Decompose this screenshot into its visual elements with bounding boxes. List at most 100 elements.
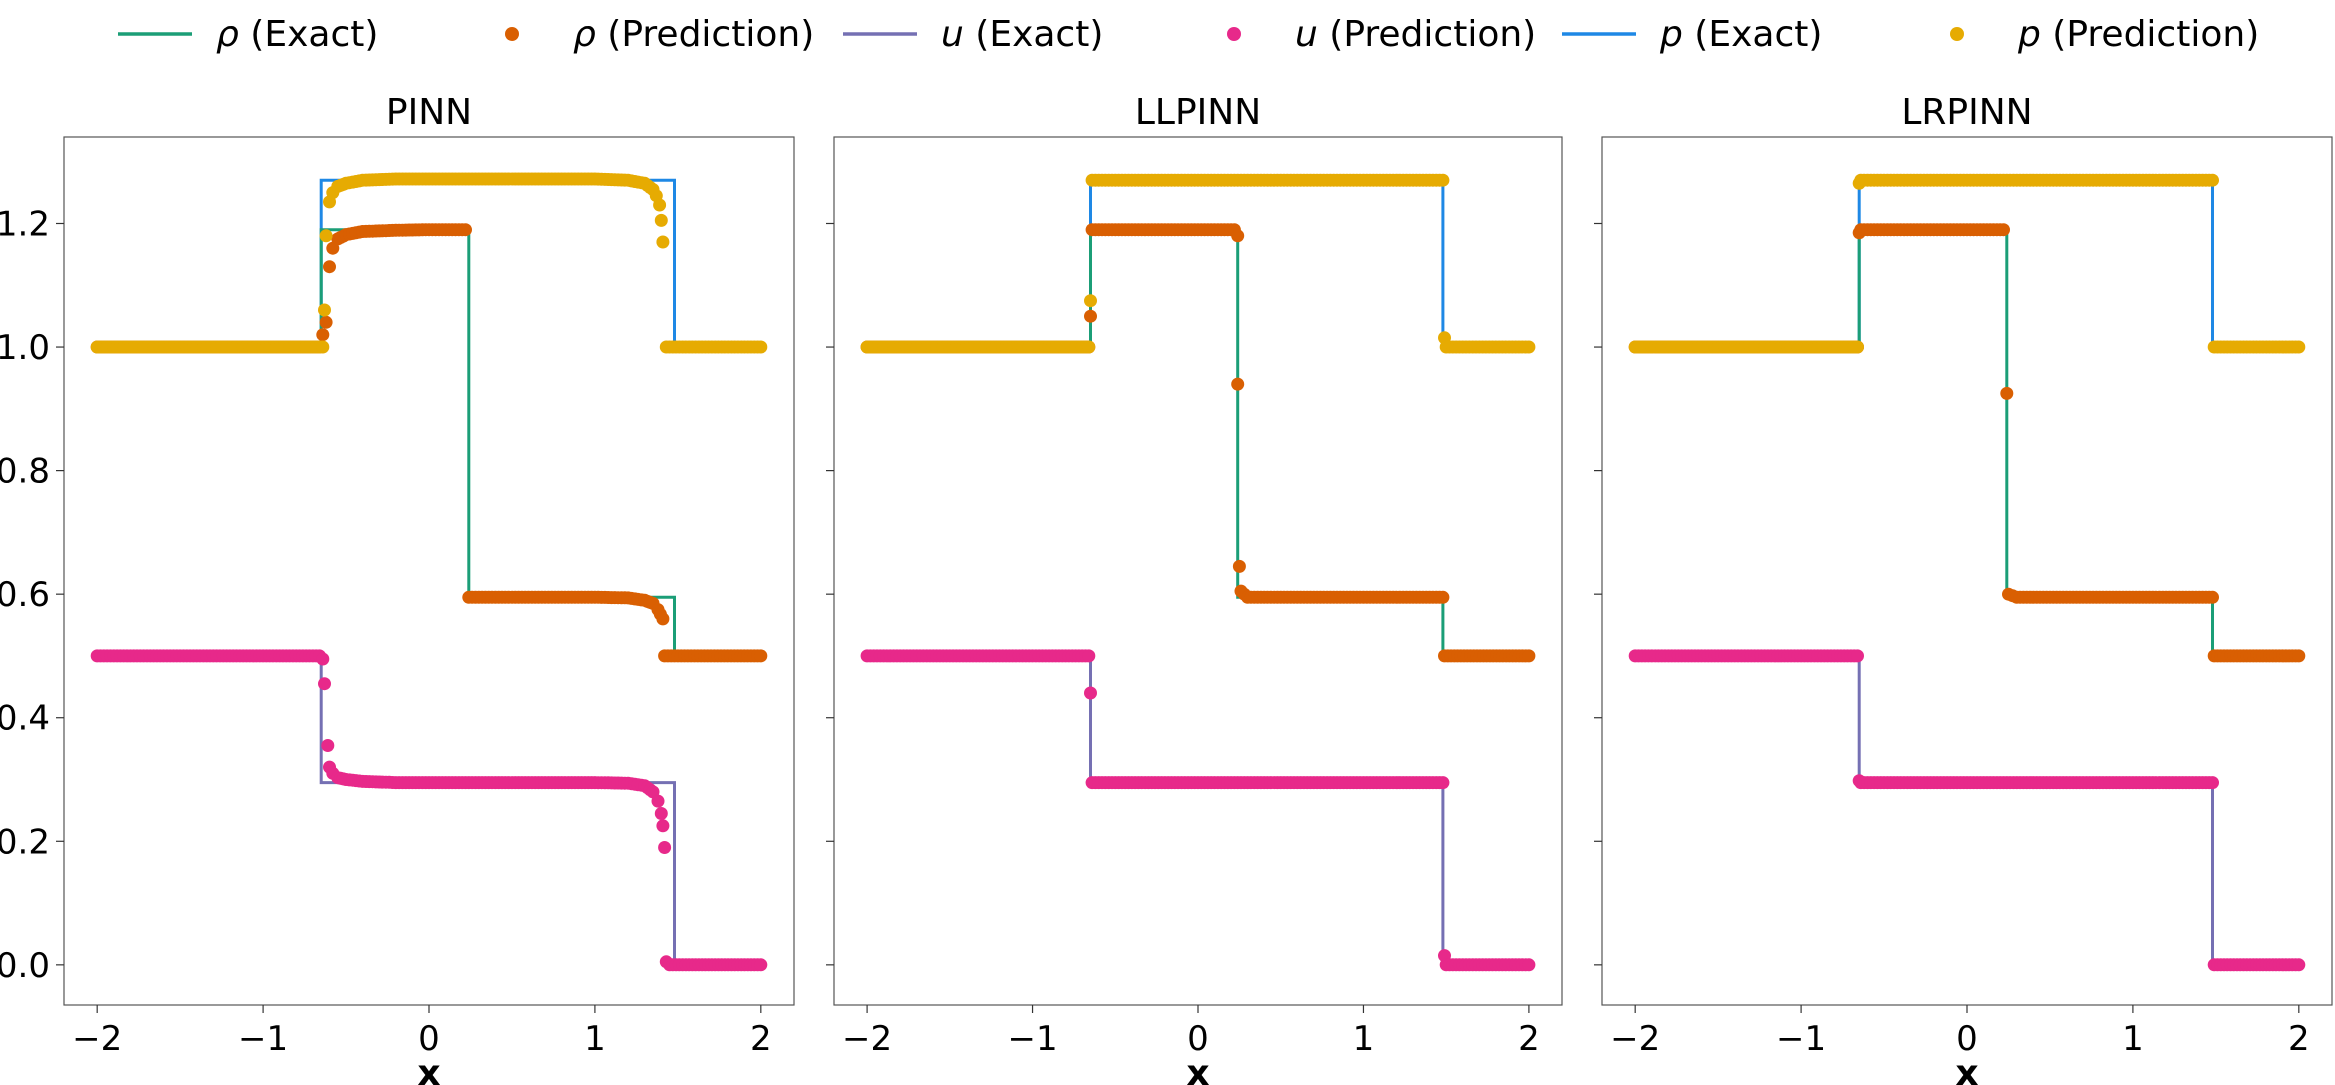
legend-label: u (Exact) [941, 14, 1103, 55]
prediction-point-rho [319, 315, 333, 329]
y-tick-label: 1.0 [0, 328, 50, 368]
prediction-series-p [90, 172, 768, 354]
x-tick-label: −2 [1610, 1019, 1660, 1059]
x-tick-label: 0 [1187, 1019, 1209, 1059]
y-tick-label: 0.6 [0, 575, 50, 615]
panel-title: LLPINN [1135, 92, 1261, 133]
prediction-point-rho [2206, 590, 2219, 604]
prediction-point-u [654, 807, 668, 820]
prediction-point-u [754, 958, 768, 972]
prediction-point-p [316, 340, 330, 354]
y-tick-label: 0.4 [0, 699, 50, 739]
plot-frame [833, 136, 1563, 1006]
prediction-point-u [1522, 958, 1536, 972]
legend-label: p (Prediction) [2017, 14, 2259, 55]
prediction-point-u [318, 677, 331, 691]
prediction-point-u [1082, 649, 1096, 663]
prediction-point-p [1522, 340, 1536, 354]
x-tick-label: 1 [2122, 1019, 2144, 1059]
prediction-series-rho [1628, 223, 2306, 663]
legend-label: p (Exact) [1659, 14, 1822, 55]
exact-line-p [867, 178, 1529, 349]
legend-item: u (Prediction) [1227, 14, 1536, 55]
prediction-point-u [2292, 958, 2306, 972]
prediction-point-p [653, 198, 667, 212]
y-tick-label: 1.2 [0, 204, 50, 244]
prediction-point-rho [316, 328, 330, 342]
exact-line-rho [97, 228, 761, 658]
prediction-point-rho [1084, 309, 1097, 323]
legend-label: ρ (Exact) [216, 14, 378, 55]
x-axis-label: x [417, 1053, 440, 1085]
y-tick-label: 0.8 [0, 452, 50, 492]
x-tick-label: 0 [1956, 1019, 1978, 1059]
prediction-point-p [1436, 173, 1450, 187]
legend-marker-swatch [1950, 27, 1964, 41]
prediction-point-rho [323, 260, 336, 274]
panel-title: PINN [386, 92, 472, 133]
plot-frame [63, 136, 795, 1006]
prediction-point-u [2206, 776, 2219, 790]
legend-marker-swatch [505, 27, 519, 41]
x-tick-label: −2 [842, 1019, 892, 1059]
legend-item: p (Prediction) [1950, 14, 2259, 55]
prediction-point-u [321, 739, 335, 752]
panel-title: LRPINN [1901, 92, 2032, 133]
panel-llpinn: −2 −1 0 1 2 LLPINN x [826, 92, 1563, 1085]
x-tick-label: 0 [418, 1019, 440, 1059]
prediction-point-rho [1436, 590, 1450, 604]
x-axis-label: x [1186, 1053, 1209, 1085]
prediction-point-rho [1522, 649, 1536, 663]
prediction-point-rho [754, 649, 768, 663]
x-tick-label: −1 [1007, 1019, 1057, 1059]
prediction-point-rho [2292, 649, 2306, 663]
prediction-point-u [656, 819, 670, 833]
prediction-point-p [2292, 340, 2306, 354]
y-tick-label: 0.0 [0, 946, 50, 986]
x-axis-label: x [1955, 1053, 1978, 1085]
x-tick-label: 2 [750, 1019, 772, 1059]
prediction-point-rho [2000, 386, 2014, 400]
prediction-series-u [90, 649, 768, 972]
prediction-series-p [1628, 173, 2306, 354]
x-tick-label: −1 [1776, 1019, 1826, 1059]
prediction-point-p [1851, 340, 1864, 354]
prediction-point-u [1084, 686, 1097, 700]
exact-line-rho [867, 228, 1529, 658]
legend-item: u (Exact) [843, 14, 1103, 55]
x-tick-label: 1 [1353, 1019, 1375, 1059]
prediction-point-p [1082, 340, 1096, 354]
prediction-series-rho [860, 223, 1536, 663]
exact-line-u [1635, 654, 2299, 967]
plot-frame [1601, 136, 2333, 1006]
prediction-point-p [754, 340, 768, 354]
legend-label: u (Prediction) [1295, 14, 1536, 55]
prediction-series-u [1628, 649, 2306, 972]
prediction-point-p [319, 229, 333, 243]
prediction-point-p [656, 235, 670, 249]
prediction-point-p [1084, 294, 1097, 308]
prediction-series-p [860, 173, 1536, 354]
prediction-point-rho [1997, 223, 2010, 237]
y-tick-label: 0.2 [0, 822, 50, 862]
prediction-point-rho [459, 223, 472, 237]
exact-line-p [1635, 178, 2299, 349]
exact-line-rho [1635, 228, 2299, 658]
prediction-point-p [318, 303, 331, 317]
x-tick-label: −2 [72, 1019, 122, 1059]
legend-label: ρ (Prediction) [573, 14, 814, 55]
x-tick-label: 1 [584, 1019, 606, 1059]
prediction-point-u [658, 841, 672, 854]
prediction-point-rho [656, 612, 670, 626]
legend-item: p (Exact) [1562, 14, 1822, 55]
legend-item: ρ (Exact) [118, 14, 378, 55]
prediction-point-u [651, 794, 665, 808]
panel-lrpinn: −2 −1 0 1 2 LRPINN x [1594, 92, 2333, 1085]
x-tick-label: −1 [238, 1019, 288, 1059]
prediction-point-rho [1231, 377, 1245, 391]
exact-line-u [867, 654, 1529, 967]
panel-pinn: −2 −1 0 1 2 0.0 0.2 0.4 0.6 0.8 1.0 1.2 PINN x [0, 92, 795, 1085]
x-tick-label: 2 [1518, 1019, 1540, 1059]
prediction-series-u [860, 649, 1536, 972]
